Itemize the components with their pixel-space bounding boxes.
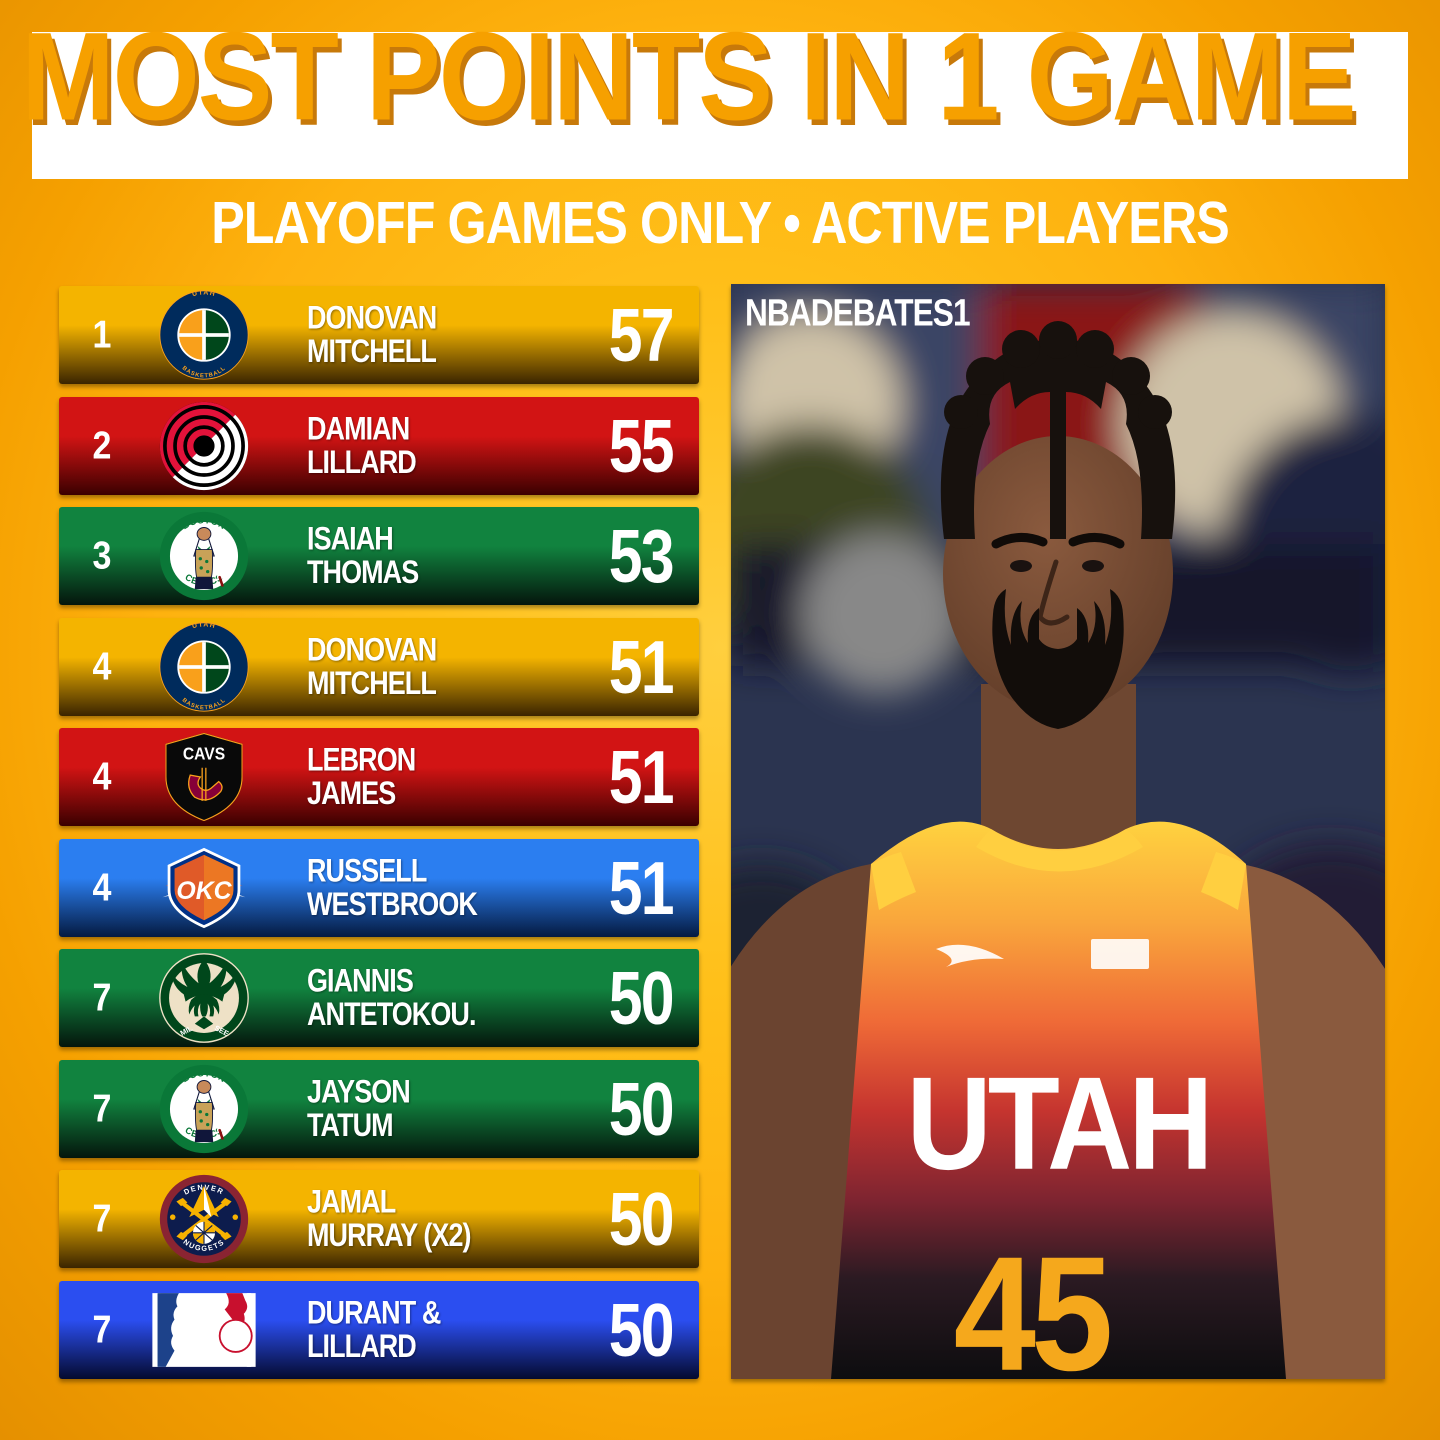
svg-text:UTAH: UTAH (907, 1050, 1210, 1198)
svg-text:45: 45 (954, 1222, 1110, 1379)
svg-text:OKC: OKC (176, 878, 232, 905)
svg-text:CAVS: CAVS (183, 744, 225, 764)
